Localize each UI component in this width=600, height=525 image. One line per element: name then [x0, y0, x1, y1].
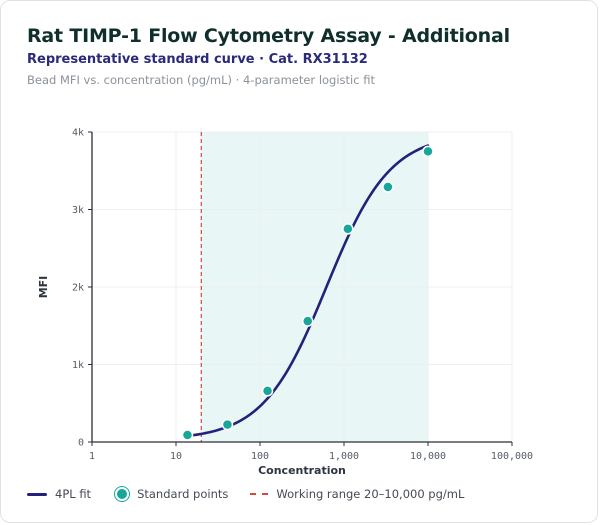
y-tick-label: 0 [78, 438, 84, 449]
y-tick-label: 4k [72, 128, 84, 139]
legend-item-points: Standard points [113, 487, 228, 501]
x-tick-label: 1,000 [329, 451, 359, 462]
legend-label-points: Standard points [137, 487, 229, 501]
standard-point [342, 223, 354, 235]
legend-label-working-range: Working range 20–10,000 pg/mL [276, 487, 465, 501]
y-tick-label: 2k [72, 283, 84, 294]
x-tick-label: 10,000 [410, 451, 446, 462]
y-tick-label: 3k [72, 205, 84, 216]
legend-line-swatch [27, 492, 47, 496]
x-tick-label: 100,000 [491, 451, 533, 462]
standard-point [221, 418, 234, 431]
chart-legend: 4PL fit Standard points Working range 20… [27, 487, 486, 501]
standard-point [181, 429, 194, 441]
standard-curve-chart: 1 10 100 1,000 10,000 100,000 0 1k 2k 3k 4k Concent… [37, 128, 533, 478]
legend-item-fit: 4PL fit [27, 487, 91, 501]
chart-title: Rat TIMP-1 Flow Cytometry Assay - Additi… [27, 25, 510, 47]
x-tick-label: 10 [170, 451, 182, 462]
legend-item-working-range: Working range 20–10,000 pg/mL [250, 487, 464, 501]
chart-caption: Bead MFI vs. concentration (pg/mL) · 4-p… [27, 73, 375, 87]
standard-point [301, 315, 314, 327]
chart-subtitle: Representative standard curve · Cat. RX3… [27, 52, 368, 67]
standard-point [382, 181, 394, 193]
standard-point [261, 385, 274, 397]
y-axis-title: MFI [37, 276, 50, 299]
y-tick-label: 1k [72, 360, 84, 371]
x-axis-title: Concentration [258, 464, 346, 477]
x-tick-label: 100 [251, 451, 269, 462]
legend-dash-swatch [250, 493, 269, 495]
legend-dot-swatch [115, 487, 130, 501]
x-tick-label: 1 [89, 451, 95, 462]
standard-point [422, 145, 434, 158]
legend-label-fit: 4PL fit [55, 487, 92, 501]
